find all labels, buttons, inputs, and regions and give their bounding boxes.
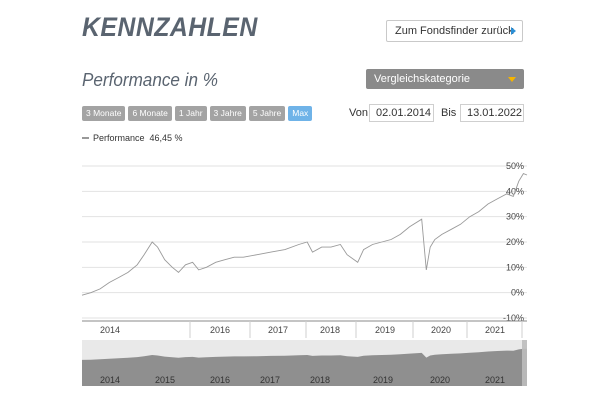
range-button-max[interactable]: Max bbox=[288, 106, 313, 121]
page-title: KENNZAHLEN bbox=[82, 12, 258, 42]
range-button-group: 3 Monate 6 Monate 1 Jahr 3 Jahre 5 Jahre… bbox=[82, 106, 313, 121]
chevron-right-icon bbox=[511, 27, 516, 35]
chart-grid bbox=[82, 165, 527, 319]
x-tick-labels: 2014 2016 2017 2018 2019 2020 2021 bbox=[100, 321, 523, 338]
x-tick-label: 2017 bbox=[268, 325, 288, 335]
x-tick-label: 2014 bbox=[100, 325, 120, 335]
comparison-category-label: Vergleichskategorie bbox=[374, 73, 471, 85]
navigator-year-label: 2019 bbox=[373, 375, 393, 385]
range-button-3y[interactable]: 3 Jahre bbox=[209, 106, 246, 121]
range-button-3m[interactable]: 3 Monate bbox=[82, 106, 126, 121]
navigator-year-label: 2015 bbox=[155, 375, 175, 385]
series-line-performance bbox=[81, 173, 528, 296]
chevron-down-icon bbox=[508, 77, 516, 82]
range-button-5y[interactable]: 5 Jahre bbox=[248, 106, 286, 121]
y-tick-label: 20% bbox=[506, 237, 524, 247]
y-tick-labels: 50%40%30%20%10%0%-10% bbox=[503, 161, 524, 323]
navigator-year-label: 2018 bbox=[310, 375, 330, 385]
range-button-6m[interactable]: 6 Monate bbox=[128, 106, 172, 121]
navigator-year-label: 2021 bbox=[485, 375, 505, 385]
x-tick-label: 2018 bbox=[320, 325, 340, 335]
y-tick-label: -10% bbox=[503, 313, 524, 323]
from-date-label: Von bbox=[349, 107, 368, 119]
back-to-fund-finder-button[interactable]: Zum Fondsfinder zurück bbox=[386, 20, 523, 42]
navigator-year-labels: 2014 2015 2016 2017 2018 2019 2020 2021 bbox=[100, 375, 505, 385]
comparison-category-select[interactable]: Vergleichskategorie bbox=[366, 69, 524, 89]
from-date-input[interactable]: 02.01.2014 bbox=[369, 104, 434, 122]
range-button-1y[interactable]: 1 Jahr bbox=[174, 106, 207, 121]
chart-legend: Performance 46,45 % bbox=[82, 133, 183, 143]
x-tick-label: 2020 bbox=[431, 325, 451, 335]
navigator-year-label: 2016 bbox=[210, 375, 230, 385]
y-tick-label: 0% bbox=[511, 288, 524, 298]
legend-series-value: 46,45 % bbox=[149, 133, 183, 143]
x-tick-label: 2016 bbox=[210, 325, 230, 335]
back-button-label: Zum Fondsfinder zurück bbox=[395, 25, 514, 37]
navigator-area bbox=[82, 348, 527, 386]
navigator-year-label: 2014 bbox=[100, 375, 120, 385]
y-tick-label: 50% bbox=[506, 161, 524, 171]
navigator-year-label: 2017 bbox=[260, 375, 280, 385]
navigator-selection-handle bbox=[522, 340, 527, 386]
legend-swatch bbox=[82, 137, 89, 139]
x-tick-label: 2021 bbox=[485, 325, 505, 335]
navigator-year-label: 2020 bbox=[430, 375, 450, 385]
y-tick-label: 30% bbox=[506, 212, 524, 222]
legend-series-name: Performance bbox=[93, 133, 145, 143]
x-tick-label: 2019 bbox=[375, 325, 395, 335]
section-title: Performance in % bbox=[82, 70, 218, 90]
to-date-input[interactable]: 13.01.2022 bbox=[460, 104, 524, 122]
y-tick-label: 10% bbox=[506, 262, 524, 272]
to-date-label: Bis bbox=[441, 107, 457, 119]
